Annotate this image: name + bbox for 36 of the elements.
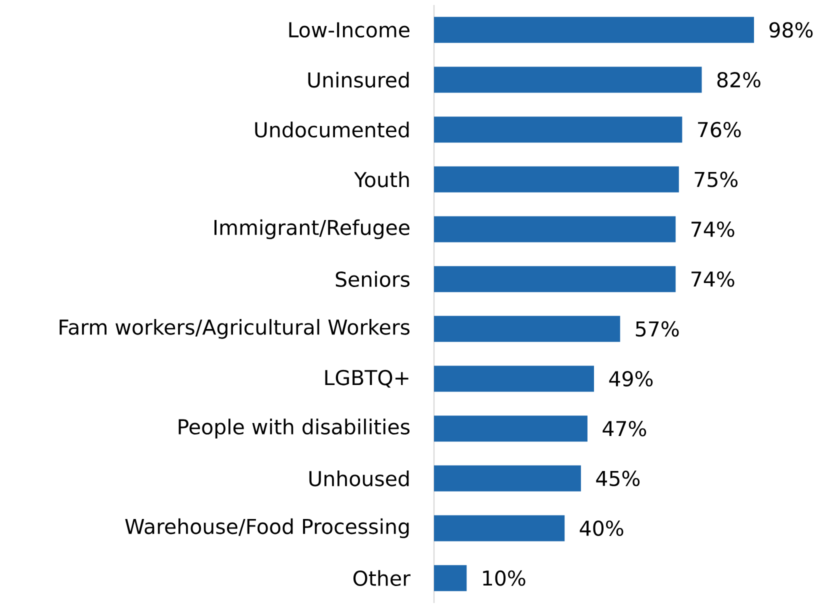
data-label: 40% — [580, 520, 624, 536]
y-tick-label: Immigrant/Refugee — [214, 219, 410, 240]
bar — [434, 116, 682, 143]
y-tick-label: Undocumented — [255, 122, 409, 138]
bar — [434, 316, 620, 342]
data-label: 57% — [636, 321, 679, 337]
y-tick-label: Unhoused — [309, 470, 409, 486]
data-label: 10% — [483, 570, 526, 586]
y-tick-label: Low-Income — [289, 22, 410, 38]
data-label: 47% — [602, 420, 646, 436]
data-label: 82% — [717, 72, 760, 88]
bar — [434, 565, 467, 592]
bar — [434, 416, 588, 442]
y-tick-label: Warehouse/Food Processing — [125, 518, 409, 538]
data-label: 75% — [694, 172, 738, 188]
data-label: 45% — [596, 470, 640, 486]
bar — [434, 266, 676, 292]
data-label: 74% — [692, 221, 734, 238]
bar — [434, 16, 754, 43]
bar — [434, 515, 565, 542]
y-tick-label: People with disabilities — [178, 418, 410, 439]
data-label: 76% — [698, 122, 741, 138]
data-label: 74% — [692, 271, 734, 287]
data-label: 49% — [609, 371, 653, 387]
bar — [434, 216, 676, 242]
y-tick-label: Uninsured — [308, 72, 409, 88]
y-tick-label: LGBTQ+ — [325, 370, 408, 388]
bar — [434, 465, 581, 492]
bar — [434, 166, 679, 192]
data-label: 98% — [770, 22, 813, 38]
y-tick-label: Farm workers/Agricultural Workers — [60, 319, 410, 339]
bar — [434, 66, 702, 93]
y-tick-label: Seniors — [336, 271, 410, 288]
y-tick-label: Other — [353, 570, 410, 586]
y-tick-label: Youth — [354, 171, 409, 188]
bar — [434, 366, 594, 392]
